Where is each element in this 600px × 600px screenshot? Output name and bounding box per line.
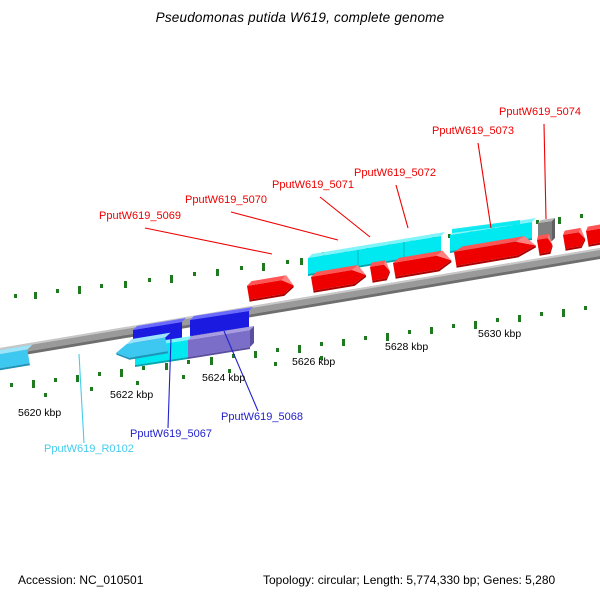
scale-label-5626: 5626 kbp	[292, 356, 335, 368]
gene-feature-cyan-right-edge[interactable]	[452, 220, 520, 233]
gene-feature-purple[interactable]	[188, 326, 254, 359]
gene-label-5070: PputW619_5070	[185, 194, 267, 206]
tick-marks-lower-second	[44, 356, 323, 397]
gene-label-5074: PputW619_5074	[499, 106, 581, 118]
gene-label-5073: PputW619_5073	[432, 125, 514, 137]
gene-label-5068: PputW619_5068	[221, 411, 303, 423]
scale-label-5624: 5624 kbp	[202, 372, 245, 384]
genome-stats-label: Topology: circular; Length: 5,774,330 bp…	[263, 573, 556, 587]
accession-label: Accession: NC_010501	[18, 573, 144, 587]
gene-label-5071: PputW619_5071	[272, 179, 354, 191]
gene-feature-group-lower-bars[interactable]	[135, 326, 254, 367]
page-title: Pseudomonas putida W619, complete genome	[155, 10, 445, 25]
gene-feature-red-edge[interactable]	[585, 223, 600, 247]
gene-label-5072: PputW619_5072	[354, 167, 436, 179]
scale-label-5622: 5622 kbp	[110, 389, 153, 401]
gene-feature-red-5070b[interactable]	[369, 259, 392, 283]
gene-feature-red-5069[interactable]	[246, 274, 295, 302]
scale-label-5628: 5628 kbp	[385, 341, 428, 353]
tick-marks-lower	[10, 306, 587, 388]
gene-label-R0102: PputW619_R0102	[44, 443, 134, 455]
scale-label-5620: 5620 kbp	[18, 407, 61, 419]
gene-label-5069: PputW619_5069	[99, 210, 181, 222]
gene-label-group: PputW619_5069 PputW619_5070 PputW619_507…	[44, 106, 581, 455]
scale-label-5630: 5630 kbp	[478, 328, 521, 340]
leader-lines	[78, 123, 547, 444]
gene-label-5067: PputW619_5067	[130, 428, 212, 440]
gene-feature-red-5074[interactable]	[562, 227, 587, 251]
scale-label-group: 5620 kbp 5622 kbp 5624 kbp 5626 kbp 5628…	[18, 328, 521, 419]
